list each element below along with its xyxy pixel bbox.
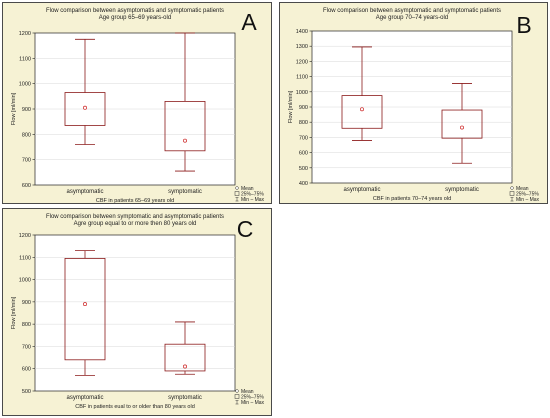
y-tick-label: 600 <box>299 151 308 157</box>
y-tick-label: 1200 <box>19 31 31 37</box>
mean-marker <box>183 364 187 369</box>
chart-subtitle: Age group 65–69 years-old <box>99 15 171 21</box>
legend-mean-label: Mean <box>241 389 254 395</box>
legend-iqr-label: 25%–75% <box>241 395 264 401</box>
panel-letter: C <box>237 216 254 242</box>
legend-mean-symbol <box>235 389 239 393</box>
chart-a-svg: Flow comparison between asymptomatis and… <box>3 3 271 203</box>
legend-iqr-label: 25%–75% <box>241 192 264 198</box>
legend-iqr-label: 25%–75% <box>516 192 539 198</box>
y-axis-label: Flow [ml/min] <box>288 90 294 123</box>
chart-panel-b: Flow comparison between asymptomatic and… <box>279 2 548 204</box>
chart-title: Flow comparison between asymptomatis and… <box>46 8 224 14</box>
mean-marker <box>83 302 87 307</box>
y-tick-label: 1100 <box>19 56 31 62</box>
iqr-box <box>441 109 483 139</box>
y-tick-label: 500 <box>299 166 308 172</box>
y-tick-label: 700 <box>22 158 31 164</box>
panel-letter: A <box>241 9 257 35</box>
y-tick-label: 1200 <box>19 233 31 239</box>
legend-iqr-symbol <box>234 191 240 196</box>
iqr-box <box>164 101 206 152</box>
y-tick-label: 700 <box>22 344 31 350</box>
chart-panel-c: Flow comparison between symptomatic and … <box>2 208 272 416</box>
panel-letter: B <box>516 12 531 38</box>
legend-range-label: Min – Max <box>241 197 265 203</box>
y-tick-label: 900 <box>22 300 31 306</box>
mean-marker <box>183 138 187 143</box>
chart-title: Flow comparison between symptomatic and … <box>46 214 224 220</box>
chart-b-svg: Flow comparison between asymptomatic and… <box>280 3 547 203</box>
legend-mean-label: Mean <box>241 186 254 192</box>
plot-area <box>34 234 236 392</box>
x-category-label: asymptomatic <box>66 189 103 195</box>
y-tick-label: 600 <box>22 183 31 189</box>
x-category-label: asymptomatic <box>343 187 380 193</box>
legend-mean-label: Mean <box>516 186 529 192</box>
chart-c-svg: Flow comparison between symptomatic and … <box>3 209 271 415</box>
y-tick-label: 1000 <box>19 278 31 284</box>
iqr-box <box>341 95 383 129</box>
chart-panel-a: Flow comparison between asymptomatis and… <box>2 2 272 204</box>
y-tick-label: 900 <box>22 107 31 113</box>
legend-iqr-symbol <box>234 394 240 399</box>
chart-subtitle: Age group 70–74 years-old <box>376 15 448 21</box>
y-tick-label: 800 <box>22 322 31 328</box>
iqr-box <box>64 258 106 361</box>
y-tick-label: 1000 <box>19 82 31 88</box>
legend-iqr-symbol <box>509 191 515 196</box>
legend-range-label: Min – Max <box>516 197 540 203</box>
y-tick-label: 600 <box>22 367 31 373</box>
chart-subtitle: Agre group equal to or more then 80 year… <box>74 221 197 227</box>
mean-marker <box>360 107 364 112</box>
y-tick-label: 1100 <box>19 255 31 261</box>
y-tick-label: 1300 <box>296 44 308 50</box>
y-tick-label: 700 <box>299 135 308 141</box>
y-tick-label: 1000 <box>296 90 308 96</box>
y-tick-label: 800 <box>299 120 308 126</box>
x-category-label: symptomatic <box>445 187 479 193</box>
y-tick-label: 400 <box>299 181 308 187</box>
y-axis-label: Flow [ml/min] <box>11 92 17 125</box>
y-tick-label: 1400 <box>296 29 308 35</box>
x-category-label: asymptomatic <box>66 395 103 401</box>
y-tick-label: 1100 <box>296 75 308 81</box>
mean-marker <box>460 125 464 130</box>
x-axis-label: CBF in patients eual to or older than 80… <box>75 404 195 410</box>
x-axis-label: CBF in patients 70–74 years old <box>373 196 451 202</box>
legend-range-label: Min – Max <box>241 400 265 406</box>
x-category-label: symptomatic <box>168 189 202 195</box>
iqr-box <box>164 343 206 372</box>
legend-mean-symbol <box>510 186 514 190</box>
iqr-box <box>64 92 106 126</box>
y-axis-label: Flow [ml/min] <box>11 296 17 329</box>
x-category-label: symptomatic <box>168 395 202 401</box>
y-tick-label: 800 <box>22 132 31 138</box>
chart-title: Flow comparison between asymptomatic and… <box>323 8 501 14</box>
y-tick-label: 500 <box>22 389 31 395</box>
y-tick-label: 1200 <box>296 59 308 65</box>
y-tick-label: 900 <box>299 105 308 111</box>
x-axis-label: CBF in patients 65–69 years old <box>96 198 174 203</box>
legend-mean-symbol <box>235 186 239 190</box>
mean-marker <box>83 105 87 110</box>
